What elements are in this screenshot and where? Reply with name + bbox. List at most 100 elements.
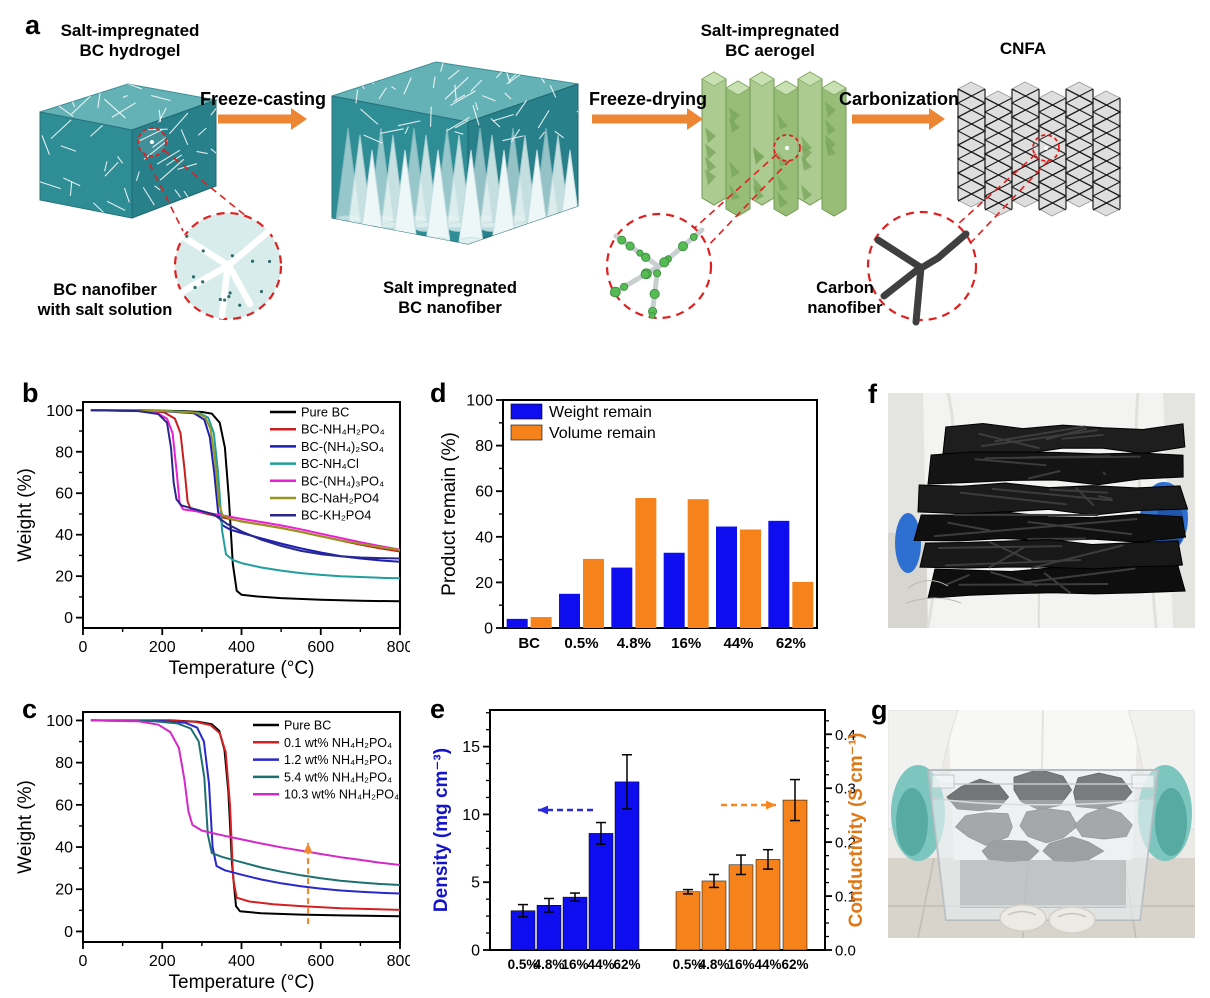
series-lines	[90, 409, 401, 603]
svg-text:60: 60	[55, 486, 73, 503]
caption-carbon-nanofiber-line2: nanofiber	[807, 299, 883, 317]
cnfa-structure	[956, 81, 1122, 217]
svg-text:0: 0	[64, 924, 73, 941]
category-label: 62%	[613, 957, 640, 972]
bar-density-16%	[562, 896, 588, 951]
legend-entry: BC-NaH₂PO4	[301, 491, 379, 506]
svg-text:0.3: 0.3	[835, 781, 856, 798]
y-axis-label: Product remain (%)	[439, 432, 460, 596]
panel-b-chart: 0 200 400 600 800 0 20 40 60 80 100 Temperature (°C…	[15, 378, 413, 680]
shoe	[1048, 906, 1096, 934]
panel-a-schematic: Salt-impregnated BC hydrogel Salt-impreg…	[0, 0, 1210, 375]
svg-text:10: 10	[462, 807, 480, 824]
series-1.2 wt% NH₄H₂PO₄	[90, 719, 401, 895]
bar-Weight remain-BC	[506, 618, 528, 628]
svg-text:400: 400	[228, 953, 255, 970]
bar-density-44%	[588, 833, 614, 951]
arrow-label-freeze-casting: Freeze-casting	[200, 89, 326, 109]
svg-text:100: 100	[466, 393, 493, 410]
category-label: 4.8%	[534, 957, 565, 972]
svg-text:600: 600	[307, 953, 334, 970]
category-label: 4.8%	[617, 635, 651, 652]
legend-entry: Weight remain	[549, 404, 652, 421]
svg-text:80: 80	[55, 755, 73, 772]
svg-text:100: 100	[46, 403, 73, 420]
bc-aerogel-structure	[701, 71, 847, 217]
svg-text:0: 0	[64, 610, 73, 627]
category-label: 16%	[671, 635, 701, 652]
series-BC-NaH₂PO4	[90, 409, 401, 551]
category-label: 0.5%	[673, 957, 704, 972]
svg-text:40: 40	[475, 529, 493, 546]
bar-Weight remain-62%	[768, 520, 790, 628]
panel-a-label: a	[25, 10, 41, 40]
axes: 0 200 400 600 800 0 20 40 60 80 100 Temperature (°C…	[15, 711, 413, 993]
legend-entry: BC-(NH₄)₂SO₄	[301, 439, 384, 454]
svg-text:0.1: 0.1	[835, 889, 856, 906]
legend-entry: BC-(NH₄)₃PO₄	[301, 473, 384, 488]
y-axis-label: Weight (%)	[15, 780, 36, 874]
legend-entry: 0.1 wt% NH₄H₂PO₄	[284, 736, 392, 750]
legend: Pure BC 0.1 wt% NH₄H₂PO₄ 1.2 wt% NH₄H₂PO₄ 5…	[253, 719, 399, 802]
shoe	[999, 904, 1047, 932]
svg-text:20: 20	[55, 882, 73, 899]
svg-text:80: 80	[55, 444, 73, 461]
svg-text:15: 15	[462, 739, 480, 756]
svg-text:100: 100	[46, 713, 73, 730]
svg-text:800: 800	[387, 639, 410, 656]
legend-entry: 5.4 wt% NH₄H₂PO₄	[284, 770, 392, 784]
bar-conductivity-44%	[755, 859, 781, 951]
panel-g-label: g	[871, 695, 888, 725]
series-0.1 wt% NH₄H₂PO₄	[90, 719, 401, 911]
category-label: BC	[518, 635, 540, 652]
svg-text:0.0: 0.0	[835, 943, 856, 960]
legend: Pure BC BC-NH₄H₂PO₄ BC-(NH₄)₂SO₄ BC-NH₄Cl BC…	[270, 405, 385, 523]
panel-g-photo-carbon-box	[887, 709, 1196, 939]
caption-carbon-nanofiber-line1: Carbon	[816, 279, 874, 297]
x-axis-label: Temperature (°C)	[169, 972, 315, 993]
svg-text:800: 800	[387, 953, 410, 970]
bar-Weight remain-44%	[716, 526, 737, 628]
legend-entry: Pure BC	[301, 405, 349, 420]
svg-text:0.4: 0.4	[835, 727, 856, 744]
svg-text:200: 200	[149, 953, 176, 970]
category-label: 44%	[587, 957, 614, 972]
carbon-slabs-in-box	[946, 768, 1133, 908]
svg-text:0: 0	[79, 953, 88, 970]
svg-text:0.2: 0.2	[835, 835, 856, 852]
panel-e-chart: 0 5 10 15 0.0 0.1 0.2 0.3 0.4 Density (mg cm⁻³) Co…	[425, 693, 885, 996]
bar-Weight remain-16%	[663, 552, 685, 628]
svg-text:600: 600	[307, 639, 334, 656]
panel-d-chart: 0 20 40 60 80 100 Product remain (%) BC 0.5% 4.8%…	[425, 378, 860, 672]
caption-salt-nanofiber-line2: BC nanofiber	[398, 299, 502, 317]
svg-text:20: 20	[55, 569, 73, 586]
svg-text:40: 40	[55, 527, 73, 544]
caption-bc-nanofiber-line1: BC nanofiber	[53, 281, 157, 299]
category-label: 0.5%	[564, 635, 598, 652]
panel-c-chart: 0 200 400 600 800 0 20 40 60 80 100 Temperature (°C…	[15, 693, 413, 996]
arrow-label-freeze-drying: Freeze-drying	[589, 89, 707, 109]
panel-f-label: f	[868, 379, 877, 409]
bar-density-62%	[614, 781, 640, 951]
svg-text:0: 0	[484, 621, 493, 638]
carbon-aerogel-stack	[913, 423, 1189, 599]
series-BC-KH₂PO4	[90, 409, 401, 560]
right-axis-label: Conductivity (S cm⁻¹)	[846, 733, 867, 928]
series-BC-NH₄Cl	[90, 409, 401, 580]
bar-conductivity-16%	[728, 864, 754, 951]
process-arrow	[592, 108, 703, 130]
series-lines	[90, 719, 401, 918]
stage-title-aerogel-line1: Salt-impregnated	[701, 21, 840, 40]
left-axis-label: Density (mg cm⁻³)	[431, 748, 452, 912]
legend-entry: BC-NH₄Cl	[301, 456, 359, 471]
bar-conductivity-0.5%	[675, 891, 701, 951]
bar-Weight remain-0.5%	[559, 593, 580, 628]
plastic-storage-box	[926, 769, 1160, 921]
category-label: 62%	[781, 957, 808, 972]
stage-title-cnfa: CNFA	[1000, 39, 1046, 58]
bar-Volume remain-62%	[792, 581, 814, 628]
bar-conductivity-4.8%	[701, 880, 727, 951]
legend-entry: BC-KH₂PO4	[301, 508, 371, 523]
inset-bc-nanofiber	[173, 211, 283, 321]
bar-Volume remain-44%	[740, 529, 761, 628]
